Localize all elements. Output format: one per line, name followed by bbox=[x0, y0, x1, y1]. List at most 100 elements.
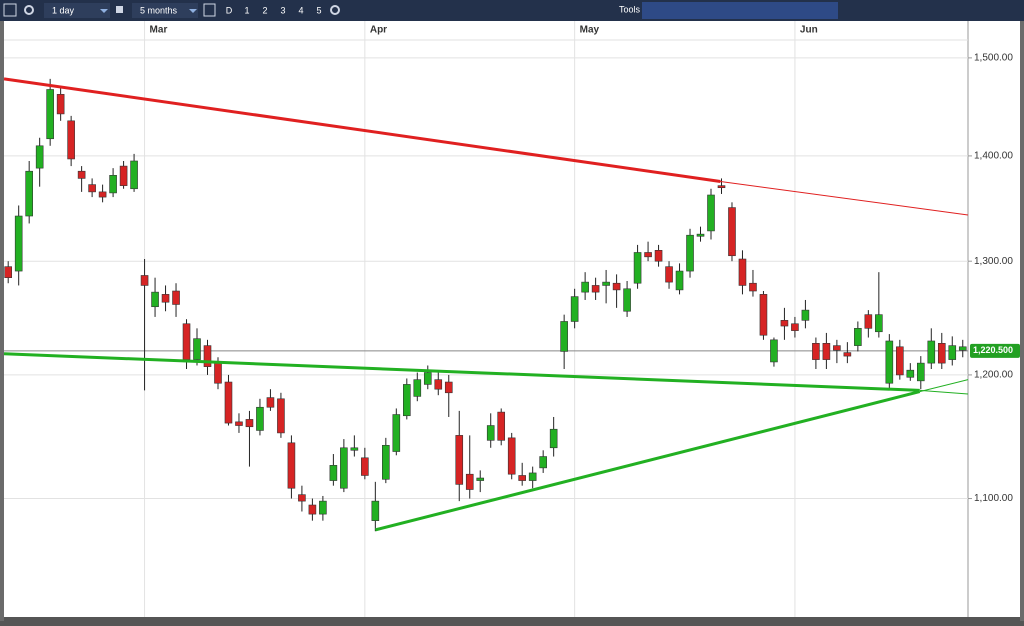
candle-body bbox=[486, 425, 495, 441]
candle-body bbox=[14, 215, 23, 272]
candle-body bbox=[759, 294, 768, 336]
toolbar-button[interactable]: 1 bbox=[244, 5, 249, 15]
dropdown-arrow bbox=[189, 9, 197, 13]
toolbar-button[interactable]: D bbox=[226, 5, 233, 15]
candle-body bbox=[518, 475, 526, 481]
candle-body bbox=[130, 160, 138, 190]
candle-body bbox=[287, 442, 296, 489]
trendline bbox=[919, 389, 969, 395]
price-axis bbox=[968, 21, 1020, 617]
candle-body bbox=[277, 398, 285, 434]
plot-area bbox=[4, 21, 968, 617]
x-tick-label: May bbox=[580, 25, 600, 36]
candle-body bbox=[413, 379, 422, 397]
candle-body bbox=[875, 314, 883, 333]
candle-body bbox=[444, 381, 453, 394]
candle-body bbox=[539, 456, 547, 469]
y-tick-label: 1,200.00 bbox=[974, 370, 1013, 381]
range-select[interactable] bbox=[132, 3, 198, 18]
trendline bbox=[720, 181, 969, 216]
candle-body bbox=[235, 421, 243, 426]
tools-strip[interactable] bbox=[642, 2, 838, 19]
candle-body bbox=[203, 345, 212, 367]
candle-body bbox=[4, 266, 12, 278]
candle-body bbox=[801, 309, 810, 321]
candle-body bbox=[140, 275, 149, 286]
calendar-icon[interactable] bbox=[203, 3, 216, 17]
candle-body bbox=[896, 346, 904, 376]
tools-label: Tools bbox=[619, 4, 641, 14]
menu-icon[interactable] bbox=[3, 3, 17, 17]
candle-body bbox=[528, 472, 537, 481]
candle-body bbox=[403, 384, 411, 417]
candle-body bbox=[927, 340, 936, 364]
candle-body bbox=[329, 465, 338, 481]
candle-body bbox=[119, 165, 128, 186]
last-price-badge bbox=[970, 343, 1020, 358]
x-tick-label: Jun bbox=[800, 25, 818, 36]
candle-body bbox=[308, 504, 317, 515]
toolbar-button[interactable]: 3 bbox=[280, 5, 285, 15]
candle-body bbox=[151, 291, 159, 308]
candle-body bbox=[570, 296, 579, 322]
candle-body bbox=[707, 194, 715, 232]
toolbar-button[interactable]: 4 bbox=[298, 5, 303, 15]
candle-body bbox=[581, 281, 589, 293]
candle-body bbox=[340, 447, 348, 489]
interval-label: 1 day bbox=[52, 5, 75, 15]
y-tick-label: 1,400.00 bbox=[974, 151, 1013, 162]
candle-body bbox=[392, 414, 401, 452]
candle-body bbox=[728, 207, 736, 257]
candle-body bbox=[906, 369, 915, 378]
candle-body bbox=[455, 435, 464, 485]
candle-body bbox=[864, 314, 873, 329]
dropdown-arrow bbox=[100, 9, 108, 13]
trendline bbox=[3, 352, 920, 392]
candle-body bbox=[476, 477, 485, 481]
candle-body bbox=[245, 419, 254, 428]
candle-body bbox=[854, 328, 862, 346]
toolbar-button[interactable]: 2 bbox=[262, 5, 267, 15]
candle-body bbox=[937, 343, 946, 364]
candle-body bbox=[675, 270, 684, 291]
candle-body bbox=[958, 346, 967, 351]
trendline bbox=[374, 390, 921, 532]
candle-body bbox=[633, 252, 642, 284]
candle-body bbox=[98, 191, 107, 198]
candle-body bbox=[361, 457, 369, 476]
candle-body bbox=[25, 170, 33, 217]
candle-body bbox=[298, 494, 306, 502]
candle-body bbox=[214, 362, 222, 384]
candle-body bbox=[916, 362, 925, 382]
lock-icon[interactable] bbox=[116, 6, 123, 13]
toolbar-button[interactable]: 5 bbox=[316, 5, 321, 15]
candle-body bbox=[67, 120, 75, 160]
candle-body bbox=[497, 411, 506, 441]
bottom-bar bbox=[4, 617, 1020, 621]
candle-body bbox=[780, 320, 789, 327]
last-price-label: 1,220.500 bbox=[973, 345, 1013, 355]
candle-body bbox=[602, 281, 610, 286]
candle-body bbox=[266, 397, 275, 408]
settings-icon[interactable] bbox=[24, 5, 34, 15]
y-tick-label: 1,500.00 bbox=[974, 53, 1013, 64]
candle-body bbox=[696, 233, 705, 237]
candle-body bbox=[109, 175, 117, 194]
candle-body bbox=[465, 473, 474, 490]
candle-body bbox=[654, 250, 663, 262]
settings-icon[interactable] bbox=[330, 5, 340, 15]
candle-body bbox=[591, 285, 600, 293]
candle-body bbox=[172, 290, 180, 305]
candle-body bbox=[623, 288, 631, 312]
candle-body bbox=[822, 343, 831, 360]
candle-body bbox=[371, 500, 380, 521]
candle-body bbox=[35, 145, 44, 169]
candle-body bbox=[885, 340, 894, 384]
candle-body bbox=[161, 294, 170, 303]
trendline bbox=[919, 379, 969, 393]
candle-body bbox=[88, 184, 96, 193]
interval-select[interactable] bbox=[44, 3, 110, 18]
candle-body bbox=[350, 447, 359, 451]
